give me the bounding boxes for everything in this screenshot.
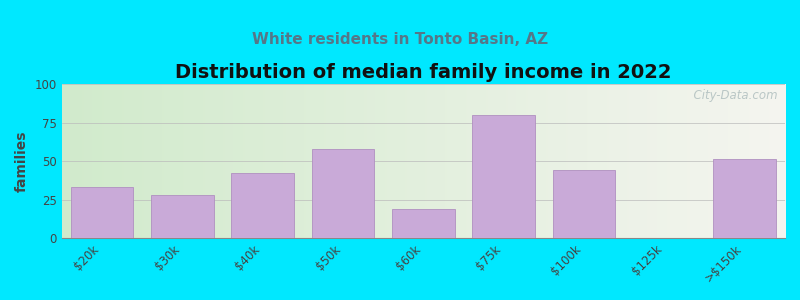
Bar — [714, 160, 776, 238]
Bar — [392, 209, 454, 238]
Text: White residents in Tonto Basin, AZ: White residents in Tonto Basin, AZ — [252, 32, 548, 46]
Bar — [231, 173, 294, 238]
Bar — [553, 170, 615, 238]
Bar — [472, 115, 535, 238]
Bar — [70, 187, 133, 238]
Title: Distribution of median family income in 2022: Distribution of median family income in … — [175, 63, 671, 82]
Bar — [312, 149, 374, 238]
Y-axis label: families: families — [15, 130, 29, 192]
Bar — [151, 195, 214, 238]
Text: City-Data.com: City-Data.com — [686, 88, 778, 102]
